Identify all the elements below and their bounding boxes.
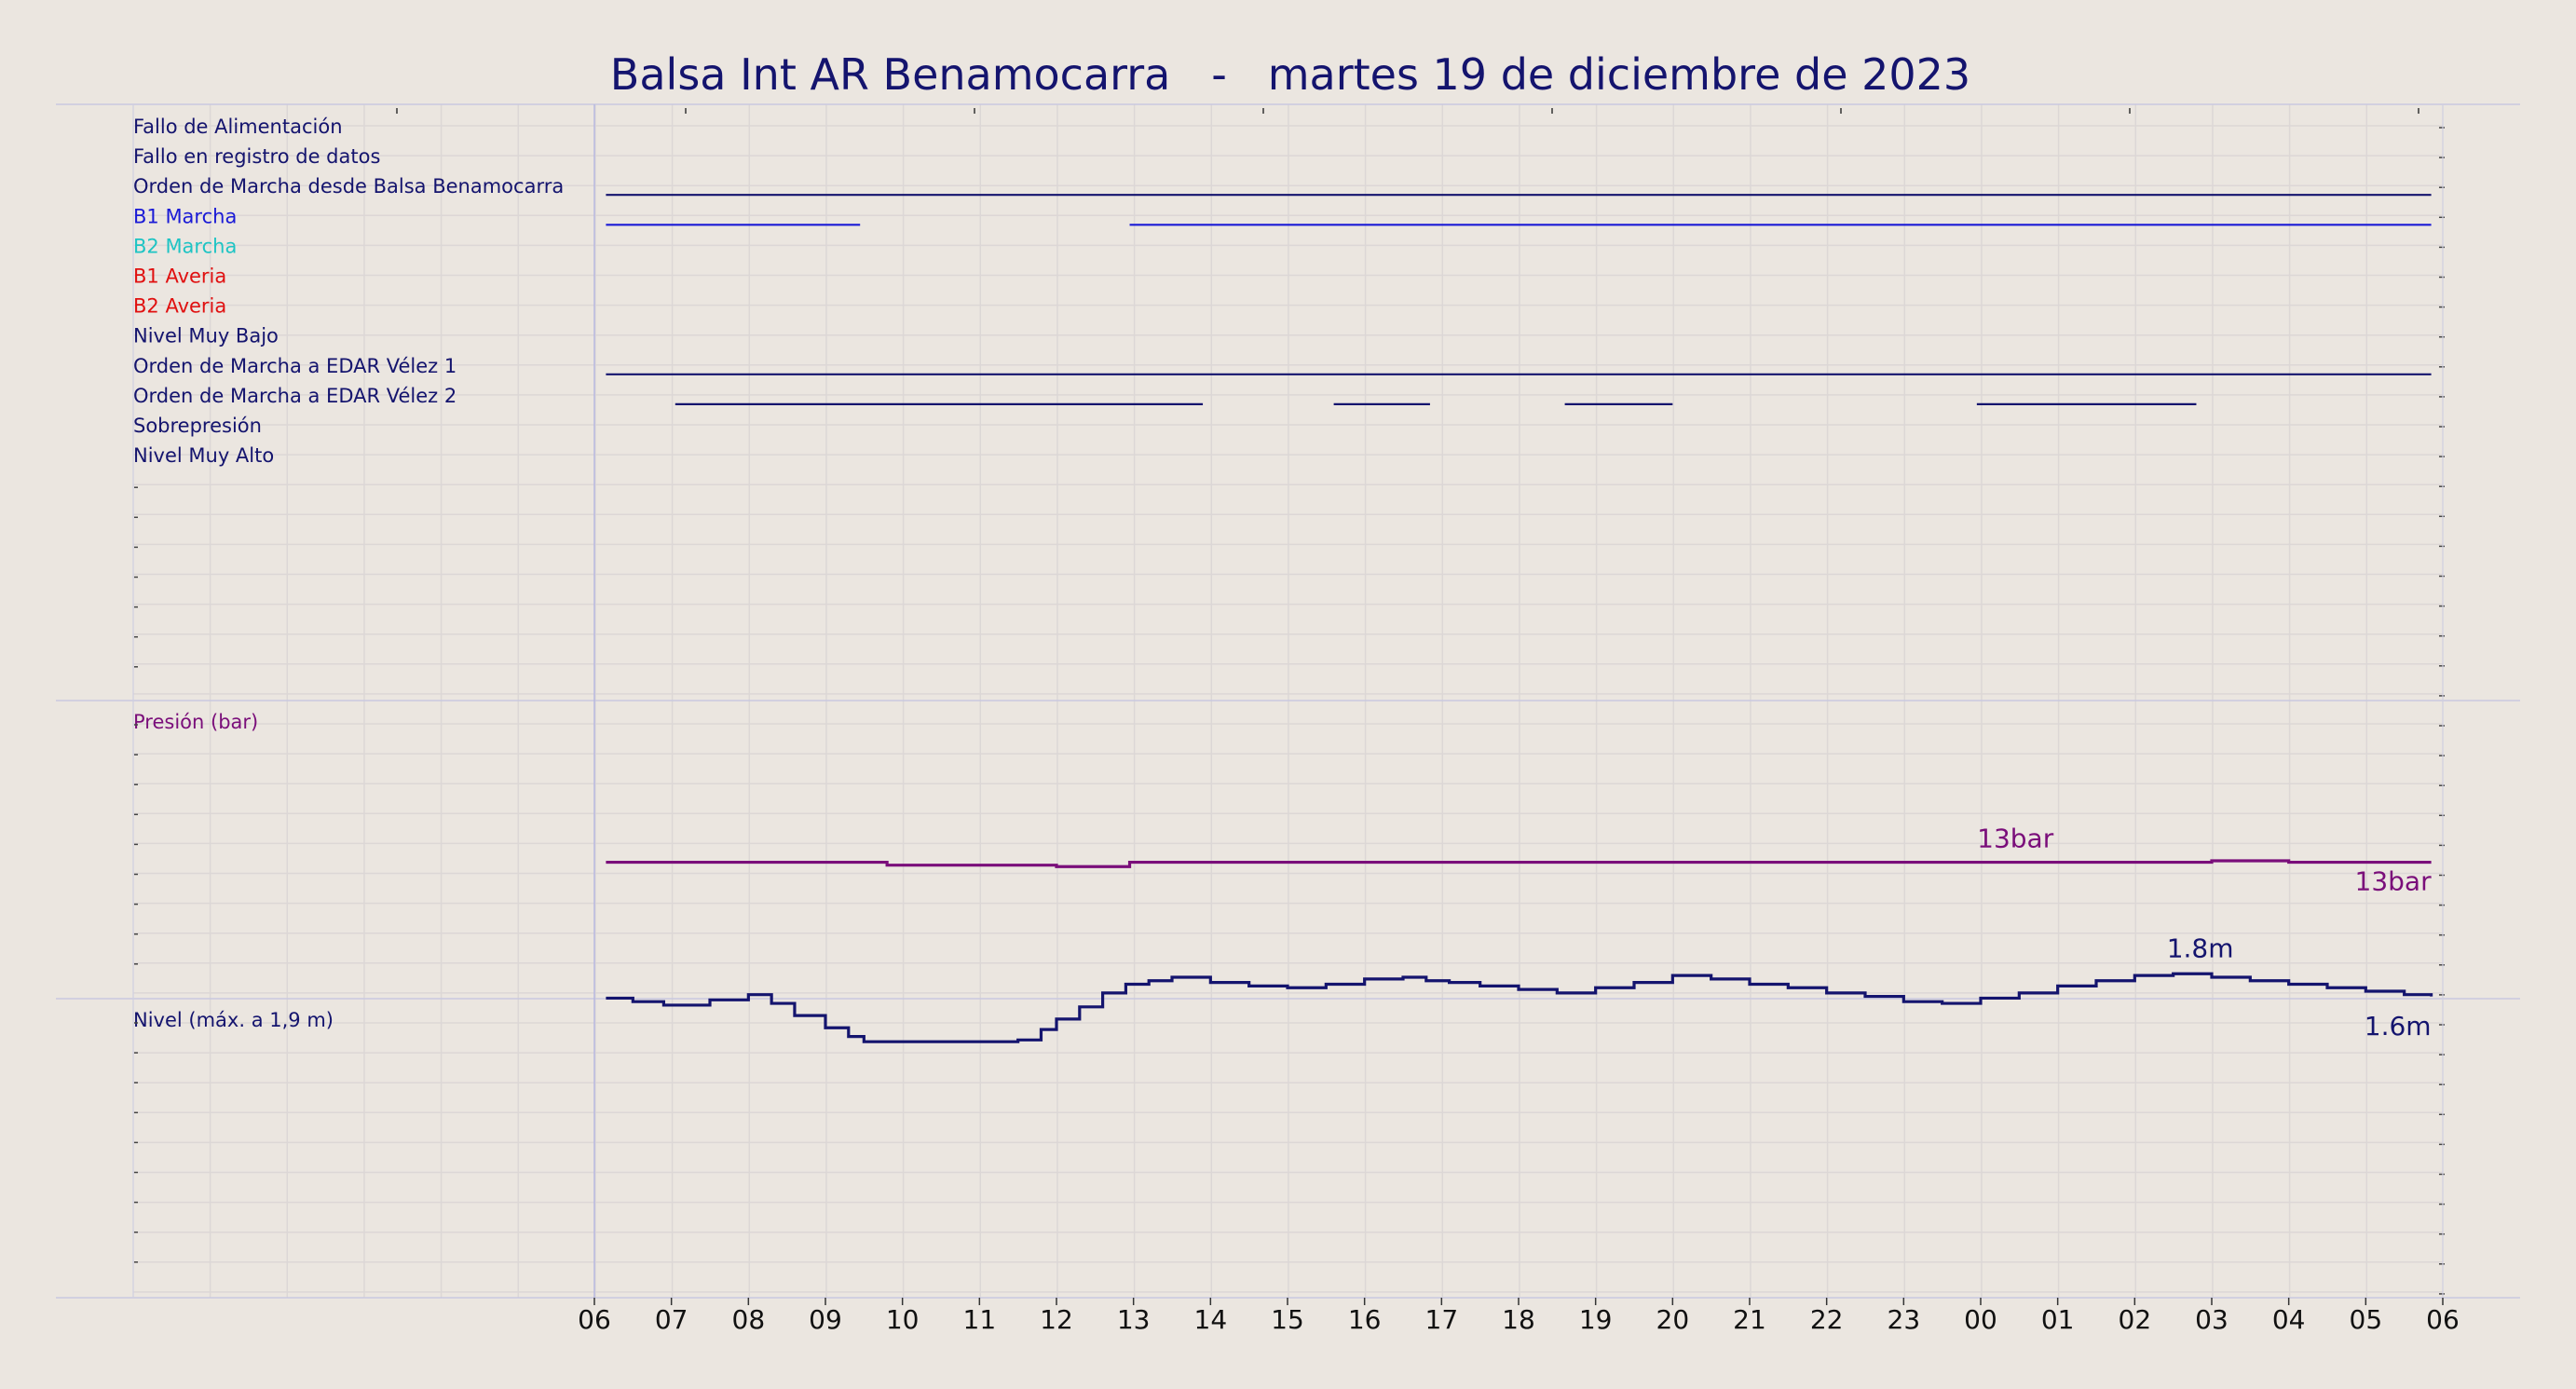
signal-label: B1 Marcha xyxy=(133,205,237,227)
x-tick-label: 04 xyxy=(2272,1304,2306,1335)
x-tick-label: 14 xyxy=(1194,1304,1228,1335)
x-tick-label: 21 xyxy=(1733,1304,1766,1335)
pressure-annotation-last: 13bar xyxy=(2355,866,2433,897)
signal-label: B1 Averia xyxy=(133,266,226,288)
signal-label: Nivel Muy Bajo xyxy=(133,325,279,347)
x-tick-label: 10 xyxy=(886,1304,920,1335)
signal-label: B2 Averia xyxy=(133,295,226,318)
signal-label: Fallo en registro de datos xyxy=(133,145,380,168)
x-tick-label: 23 xyxy=(1888,1304,1921,1335)
pressure-panel: Presión (bar) 13bar 13bar xyxy=(133,711,2433,965)
x-tick-label: 20 xyxy=(1656,1304,1690,1335)
x-tick-label: 06 xyxy=(2426,1304,2460,1335)
signal-label: Orden de Marcha desde Balsa Benamocarra xyxy=(133,175,564,197)
pressure-annotation-max: 13bar xyxy=(1977,824,2054,854)
level-panel: Nivel (máx. a 1,9 m) 1.8m 1.6m xyxy=(133,933,2433,1263)
signal-label: Nivel Muy Alto xyxy=(133,444,274,467)
x-tick-label: 06 xyxy=(578,1304,611,1335)
x-tick-label: 00 xyxy=(1964,1304,1997,1335)
x-tick-label: 05 xyxy=(2350,1304,2383,1335)
signal-label: Fallo de Alimentación xyxy=(133,116,343,138)
signal-label: Orden de Marcha a EDAR Vélez 1 xyxy=(133,355,457,377)
x-tick-label: 02 xyxy=(2119,1304,2152,1335)
signal-label: Orden de Marcha a EDAR Vélez 2 xyxy=(133,385,457,407)
x-tick-label: 01 xyxy=(2041,1304,2075,1335)
x-tick-label: 03 xyxy=(2195,1304,2228,1335)
chart-title: Balsa Int AR Benamocarra - martes 19 de … xyxy=(610,49,1970,100)
pressure-panel-label: Presión (bar) xyxy=(133,711,258,733)
x-tick-label: 07 xyxy=(655,1304,688,1335)
x-tick-label: 15 xyxy=(1271,1304,1304,1335)
x-tick-label: 16 xyxy=(1348,1304,1382,1335)
x-tick-label: 09 xyxy=(809,1304,842,1335)
signals-panel: Fallo de Alimentación Fallo en registro d… xyxy=(133,116,2432,668)
x-tick-label: 17 xyxy=(1425,1304,1459,1335)
x-axis-tick-labels: 06 07 08 09 10 11 12 13 14 15 16 17 18 19 20 21 22 23 00 01… xyxy=(578,1298,2460,1335)
level-panel-label: Nivel (máx. a 1,9 m) xyxy=(133,1009,334,1031)
x-tick-label: 19 xyxy=(1579,1304,1613,1335)
axes-layer xyxy=(56,103,2520,1299)
x-tick-label: 18 xyxy=(1502,1304,1535,1335)
x-tick-label: 08 xyxy=(732,1304,766,1335)
x-tick-label: 22 xyxy=(1810,1304,1844,1335)
level-annotation-last: 1.6m xyxy=(2365,1011,2432,1042)
x-tick-label: 13 xyxy=(1117,1304,1151,1335)
x-tick-label: 11 xyxy=(963,1304,997,1335)
level-annotation-max: 1.8m xyxy=(2167,933,2234,963)
signal-label: B2 Marcha xyxy=(133,235,237,257)
signal-label: Sobrepresión xyxy=(133,415,262,437)
x-tick-label: 12 xyxy=(1040,1304,1073,1335)
